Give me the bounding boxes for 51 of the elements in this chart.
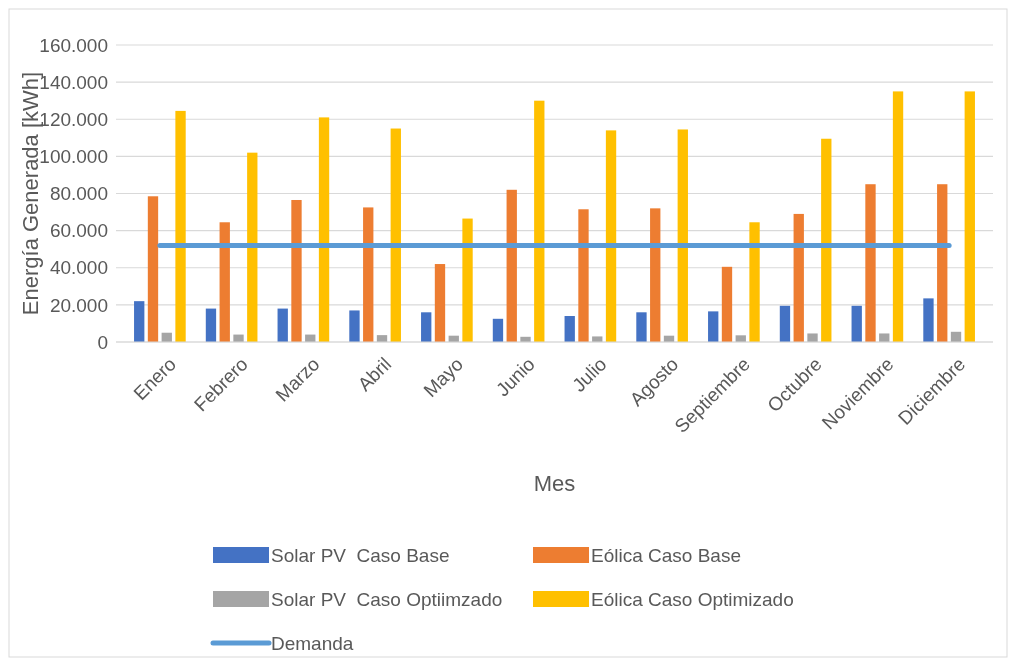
bar [650, 208, 661, 342]
bar [462, 218, 473, 342]
bar [205, 308, 217, 342]
x-tick-label: Julio [568, 353, 611, 396]
bar [277, 308, 288, 342]
bar [605, 130, 617, 342]
y-tick-label: 60.000 [49, 220, 108, 242]
bar [721, 266, 733, 342]
bar [964, 91, 975, 342]
y-tick-label: 40.000 [49, 257, 108, 279]
bar [879, 333, 890, 342]
bar [291, 200, 302, 342]
bar [779, 305, 791, 342]
bar [564, 316, 575, 342]
bar [421, 312, 432, 342]
bar [134, 301, 145, 342]
bar [492, 318, 504, 342]
bar [434, 264, 446, 342]
legend-label: Demanda [271, 632, 354, 654]
bar [175, 110, 186, 342]
bar [923, 298, 934, 342]
bar [318, 117, 330, 342]
bar [892, 91, 904, 342]
bar [821, 138, 832, 342]
bar [219, 222, 230, 342]
bar [636, 312, 647, 342]
bar [708, 311, 719, 342]
bar [534, 100, 545, 342]
bar [506, 189, 517, 342]
bar [937, 184, 948, 342]
bar [793, 213, 804, 342]
bar [865, 184, 876, 342]
bar [677, 129, 688, 342]
x-axis-title: Mes [533, 471, 576, 496]
legend-label: Solar PV Caso Base [271, 544, 450, 566]
y-tick-label: 80.000 [49, 183, 108, 205]
legend-label: Solar PV Caso Optiimzado [271, 588, 503, 610]
bar [349, 310, 360, 342]
bar [363, 207, 374, 342]
bar [851, 305, 862, 342]
bar [749, 222, 760, 342]
bar [247, 152, 258, 342]
y-tick-label: 0 [97, 331, 108, 353]
bar [390, 128, 401, 342]
bar [578, 209, 589, 342]
bar [807, 333, 818, 342]
legend-label: Eólica Caso Base [591, 544, 741, 566]
y-tick-label: 20.000 [49, 294, 108, 316]
legend-label: Eólica Caso Optimizado [591, 588, 794, 610]
bar [147, 196, 159, 342]
y-tick-label: 160.000 [39, 34, 108, 56]
